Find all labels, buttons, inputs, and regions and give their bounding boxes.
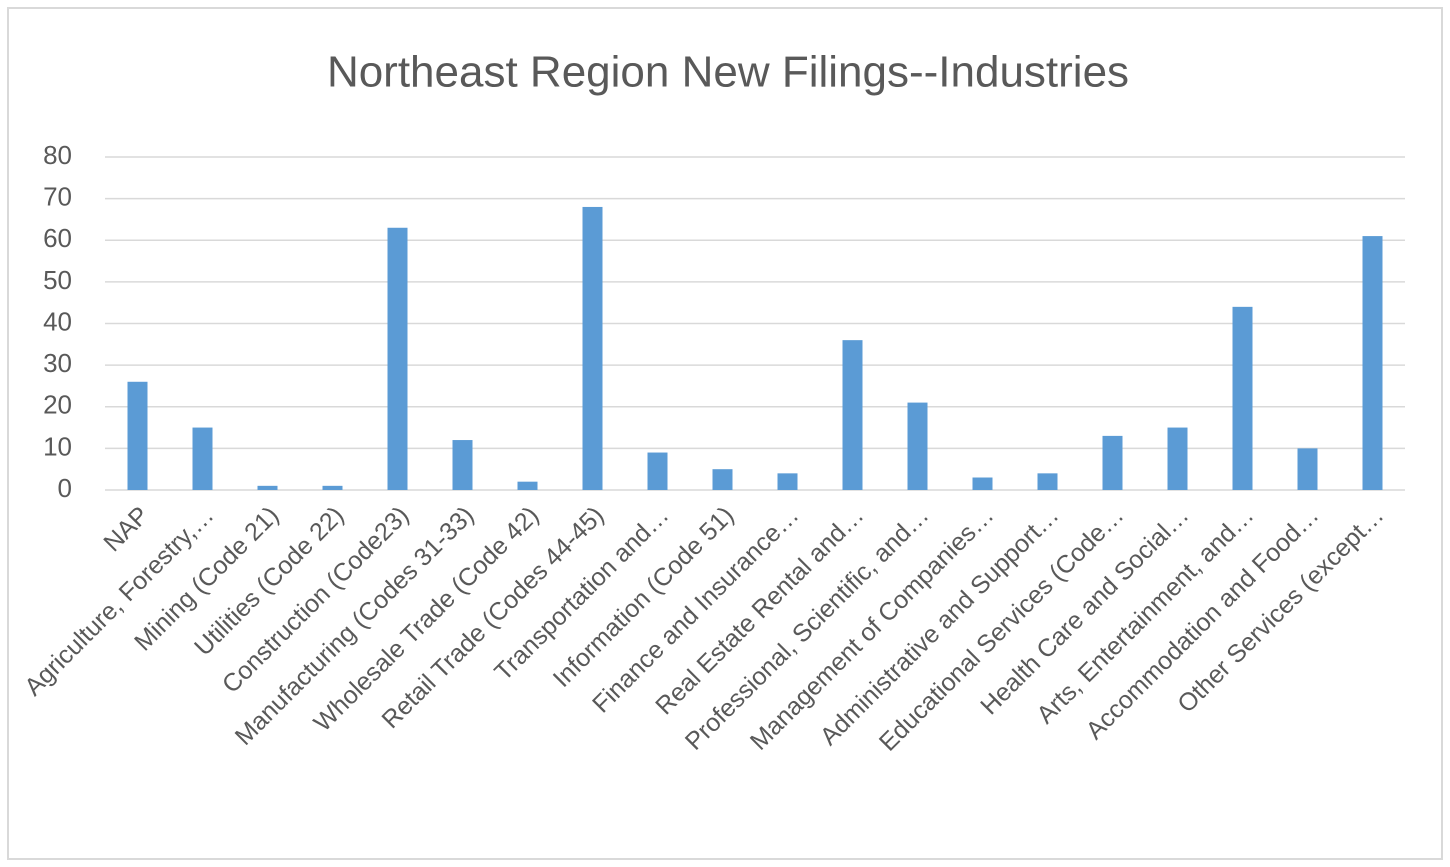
bar (127, 381, 148, 490)
bar (907, 402, 928, 490)
bar (1037, 473, 1058, 490)
bar (257, 485, 278, 490)
bar (647, 452, 668, 490)
bar (842, 340, 863, 490)
y-tick-label: 0 (58, 473, 72, 503)
y-tick-label: 50 (43, 265, 72, 295)
bar (582, 206, 603, 490)
y-tick-label: 70 (43, 182, 72, 212)
bar (712, 469, 733, 490)
bar (1297, 448, 1318, 490)
y-tick-label: 40 (43, 306, 72, 336)
y-tick-label: 20 (43, 390, 72, 420)
bar (452, 440, 473, 490)
chart-frame (7, 7, 1443, 860)
bar (1362, 236, 1383, 490)
bar (1167, 427, 1188, 490)
bar (192, 427, 213, 490)
bar (1232, 306, 1253, 490)
bar (777, 473, 798, 490)
bar (322, 485, 343, 490)
y-tick-label: 10 (43, 431, 72, 461)
bar (1102, 435, 1123, 490)
bar (387, 227, 408, 490)
y-tick-label: 80 (43, 140, 72, 170)
y-tick-label: 30 (43, 348, 72, 378)
bar (972, 477, 993, 490)
y-tick-label: 60 (43, 223, 72, 253)
chart-title: Northeast Region New Filings--Industries (327, 48, 1129, 97)
bar (517, 481, 538, 490)
